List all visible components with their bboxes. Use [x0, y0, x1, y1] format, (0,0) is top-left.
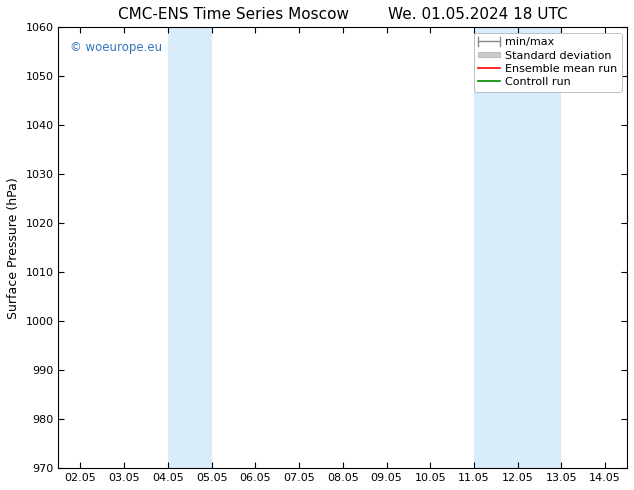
- Text: © woeurope.eu: © woeurope.eu: [70, 41, 162, 53]
- Bar: [168, 27, 212, 468]
- Legend: min/max, Standard deviation, Ensemble mean run, Controll run: min/max, Standard deviation, Ensemble me…: [474, 33, 621, 92]
- Bar: [474, 27, 562, 468]
- Title: CMC-ENS Time Series Moscow        We. 01.05.2024 18 UTC: CMC-ENS Time Series Moscow We. 01.05.202…: [118, 7, 567, 22]
- Y-axis label: Surface Pressure (hPa): Surface Pressure (hPa): [7, 177, 20, 318]
